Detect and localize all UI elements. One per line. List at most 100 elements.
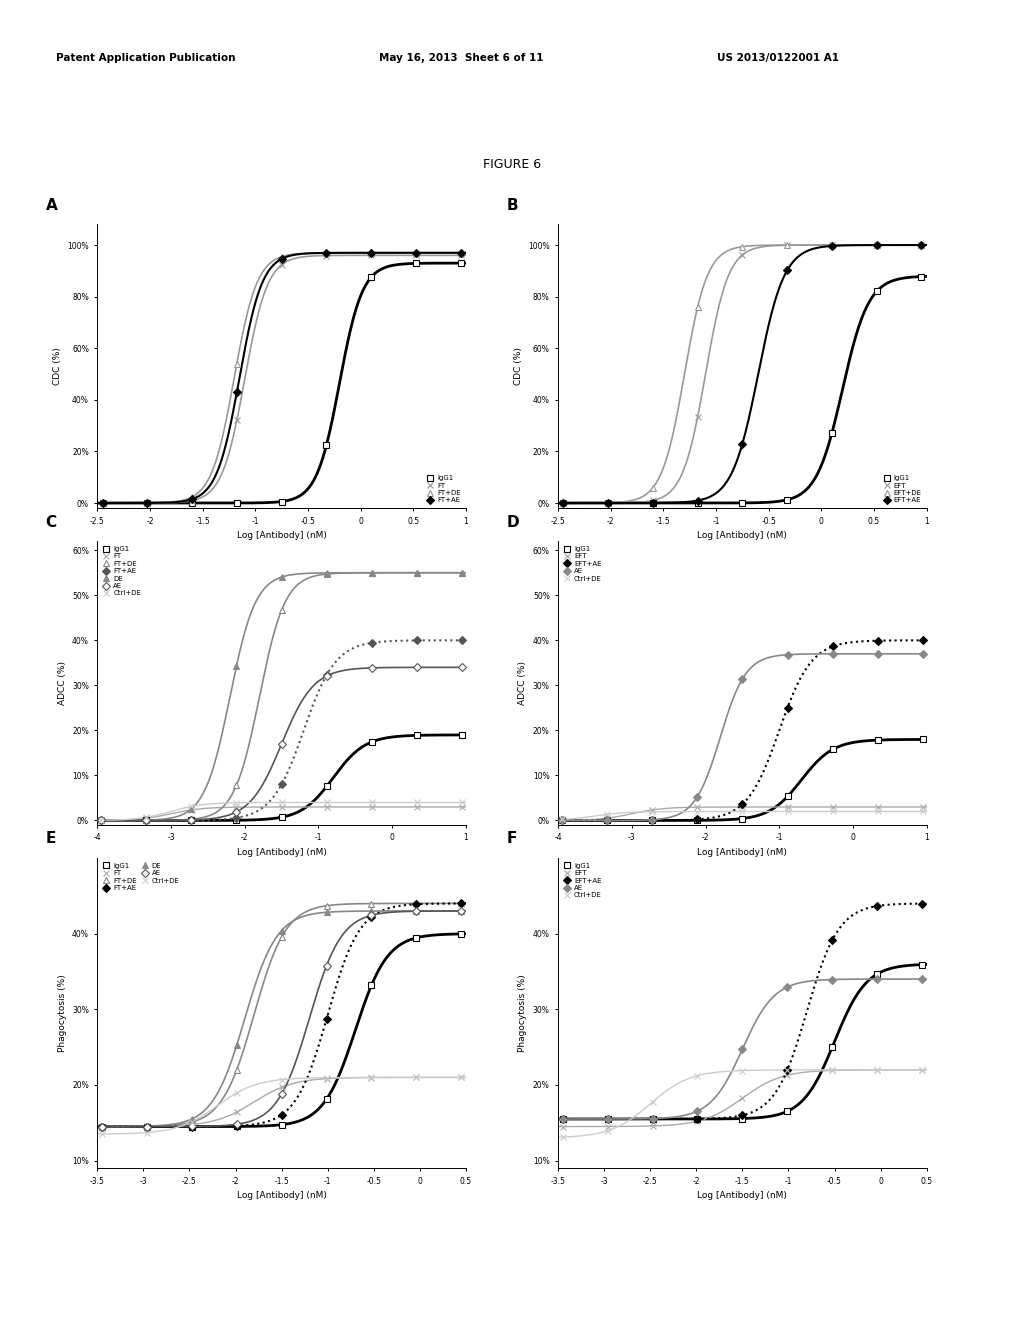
FT+AE [230, 1118, 243, 1134]
FT+AE [321, 246, 333, 261]
IgG1 [826, 742, 839, 758]
EFT+AE [601, 1111, 613, 1127]
EFT [826, 1063, 839, 1078]
FT+DE [456, 565, 468, 581]
Ctrl+DE [140, 1125, 153, 1140]
FT [321, 799, 333, 814]
EFT [691, 1113, 703, 1129]
FT+AE [411, 896, 423, 912]
AE [96, 1118, 109, 1134]
EFT [646, 1118, 658, 1134]
IgG1 [691, 495, 703, 511]
IgG1 [95, 813, 108, 829]
IgG1 [186, 495, 199, 511]
Text: C: C [46, 515, 56, 529]
IgG1 [781, 492, 794, 508]
EFT [602, 495, 614, 511]
Ctrl+DE [185, 799, 198, 814]
EFT+AE [601, 813, 613, 829]
AE [230, 1117, 243, 1133]
IgG1 [781, 1104, 794, 1119]
EFT+AE [915, 238, 928, 253]
FT+AE [96, 495, 109, 511]
EFT [647, 492, 659, 508]
FT [275, 1080, 288, 1096]
EFT+AE [691, 1111, 703, 1127]
IgG1 [411, 929, 423, 945]
FT+DE [95, 813, 108, 829]
IgG1 [230, 1118, 243, 1134]
Y-axis label: Phagocytosis (%): Phagocytosis (%) [518, 974, 527, 1052]
IgG1 [230, 495, 243, 511]
FT+AE [186, 491, 199, 507]
EFT [736, 247, 749, 263]
X-axis label: Log [Antibody] (nM): Log [Antibody] (nM) [697, 531, 787, 540]
IgG1 [230, 812, 243, 828]
IgG1 [602, 495, 614, 511]
FT [275, 799, 288, 814]
EFT+DE [870, 238, 883, 253]
FT [366, 799, 378, 814]
EFT [736, 1090, 749, 1106]
FT+AE [275, 1106, 288, 1122]
IgG1 [691, 812, 703, 828]
EFT+AE [870, 238, 883, 253]
Line: FT+AE: FT+AE [98, 900, 465, 1130]
Line: IgG1: IgG1 [559, 737, 926, 824]
FT [230, 412, 243, 428]
FT [455, 247, 467, 263]
Line: IgG1: IgG1 [560, 273, 925, 506]
DE [321, 565, 333, 581]
Ctrl+DE [601, 807, 613, 822]
AE [826, 972, 839, 987]
AE [275, 737, 288, 752]
AE [185, 1118, 198, 1134]
FT [185, 803, 198, 818]
Ctrl+DE [96, 1126, 109, 1142]
FT [455, 1069, 467, 1085]
Line: EFT+AE: EFT+AE [559, 638, 926, 824]
IgG1 [916, 731, 929, 747]
EFT+AE [556, 813, 568, 829]
Line: IgG1: IgG1 [559, 961, 926, 1122]
FT+DE [410, 246, 422, 261]
Line: EFT+AE: EFT+AE [560, 242, 925, 506]
Line: EFT+AE: EFT+AE [559, 900, 926, 1122]
IgG1 [601, 813, 613, 829]
IgG1 [140, 1118, 153, 1134]
EFT+DE [691, 300, 703, 315]
FT [321, 1071, 333, 1086]
EFT+AE [825, 238, 838, 253]
DE [185, 1111, 198, 1127]
IgG1 [140, 813, 153, 829]
Ctrl+DE [916, 1061, 929, 1077]
Line: Ctrl+DE: Ctrl+DE [559, 1067, 926, 1140]
DE [95, 813, 108, 829]
Ctrl+DE [275, 795, 288, 810]
FT [140, 810, 153, 826]
Ctrl+DE [826, 1061, 839, 1077]
EFT+DE [825, 238, 838, 253]
AE [556, 813, 568, 829]
EFT+DE [557, 495, 569, 511]
FT [96, 495, 109, 511]
IgG1 [456, 727, 468, 743]
AE [691, 789, 703, 805]
Legend: IgG1, EFT, EFT+AE, AE, Ctrl+DE: IgG1, EFT, EFT+AE, AE, Ctrl+DE [561, 862, 603, 900]
FT [365, 247, 377, 263]
FT+DE [455, 246, 467, 261]
FT+DE [185, 1114, 198, 1130]
EFT+AE [557, 495, 569, 511]
Legend: IgG1, EFT, EFT+AE, AE, Ctrl+DE: IgG1, EFT, EFT+AE, AE, Ctrl+DE [561, 545, 603, 583]
IgG1 [915, 268, 928, 284]
EFT+DE [736, 239, 749, 255]
FT+DE [455, 895, 467, 911]
FT+DE [140, 813, 153, 829]
AE [455, 903, 467, 919]
Legend: IgG1, FT, FT+DE, FT+AE, DE, AE, Ctrl+DE: IgG1, FT, FT+DE, FT+AE, DE, AE, Ctrl+DE [100, 862, 180, 892]
AE [411, 903, 423, 919]
FT+AE [411, 632, 423, 648]
DE [185, 801, 198, 817]
EFT+AE [826, 639, 839, 655]
Ctrl+DE [871, 804, 884, 820]
